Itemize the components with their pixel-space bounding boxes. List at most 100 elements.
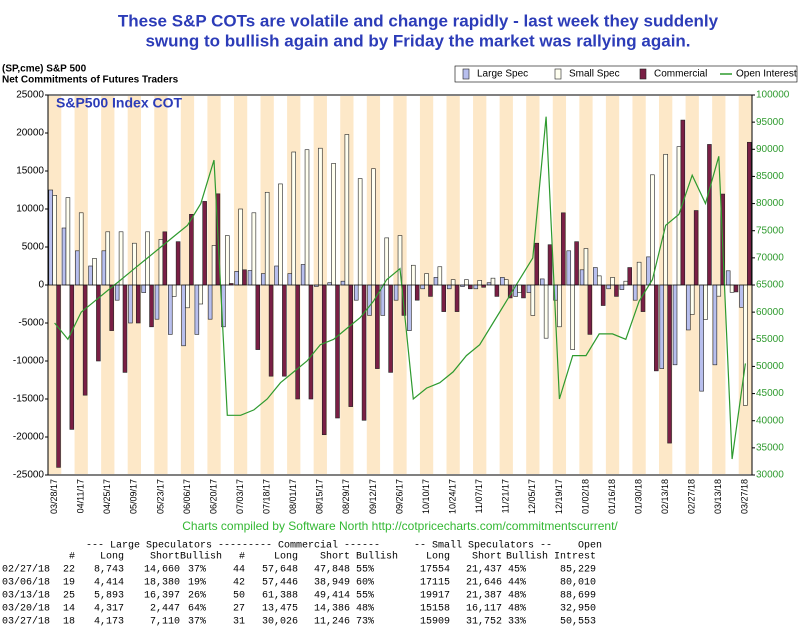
table-cell: 50,553: [560, 617, 596, 628]
bar: [56, 284, 61, 468]
table-column: Short: [320, 551, 350, 563]
table-cell: 19917: [420, 591, 450, 602]
table-cell: 27: [233, 604, 245, 615]
y2-tick-label: 70000: [756, 252, 784, 263]
y2-tick-label: 85000: [756, 171, 784, 182]
table-column: Bullish: [356, 551, 398, 563]
table-cell: 14: [63, 604, 75, 615]
x-tick-label: 03/27/18: [740, 479, 750, 514]
bar: [308, 284, 314, 400]
bar: [547, 244, 553, 286]
bar: [114, 284, 120, 301]
bar: [530, 284, 536, 316]
bar: [433, 277, 439, 286]
x-tick-label: 08/01/17: [288, 479, 298, 514]
table-cell: 14,386: [314, 604, 350, 615]
table-cell: 21,387: [466, 591, 502, 602]
table-cell: 50: [233, 591, 245, 602]
legend-label: Open Interest: [736, 69, 797, 80]
y-tick-label: 20000: [16, 128, 44, 139]
bar: [92, 258, 97, 286]
bar: [189, 214, 194, 286]
x-tick-label: 11/21/17: [501, 479, 511, 513]
table-cell: 21,646: [466, 578, 502, 589]
x-tick-label: 10/10/17: [421, 479, 431, 514]
bar: [729, 284, 735, 293]
table-cell: 15909: [420, 617, 450, 628]
bar: [441, 284, 447, 312]
table-column: Long: [274, 552, 298, 563]
bar: [468, 284, 473, 290]
y2-tick-label: 55000: [756, 334, 784, 345]
bar: [707, 144, 712, 286]
bar: [500, 277, 505, 286]
bar: [473, 284, 479, 290]
bar: [225, 235, 230, 286]
bar: [574, 241, 579, 286]
bar: [650, 174, 655, 286]
table-cell: 2,447: [150, 604, 180, 615]
bar: [659, 284, 665, 369]
bar: [454, 284, 460, 312]
bar: [202, 201, 207, 286]
bar: [725, 270, 731, 286]
table-cell: 30,026: [262, 617, 298, 628]
table-cell: 31,752: [466, 617, 502, 628]
bar: [340, 280, 346, 286]
x-tick-label: 07/03/17: [235, 479, 245, 514]
bar: [393, 284, 399, 301]
table-cell: 13,475: [262, 604, 298, 615]
table-column: Bullish: [180, 551, 222, 563]
bar: [65, 197, 71, 286]
table-cell: 33%: [508, 617, 526, 628]
table-cell: 42: [233, 578, 245, 589]
bar: [75, 250, 80, 286]
bar: [52, 195, 57, 286]
y2-tick-label: 90000: [756, 144, 784, 155]
table-cell: 25: [63, 591, 75, 602]
bar: [486, 282, 492, 286]
bar: [654, 284, 659, 372]
x-tick-label: 08/15/17: [315, 479, 325, 514]
table-cell: 88,699: [560, 591, 596, 602]
table-cell: 15158: [420, 604, 450, 615]
y-tick-label: 5000: [22, 242, 45, 253]
bar: [561, 212, 566, 286]
table-cell: 21,437: [466, 565, 502, 576]
table-cell: 5,893: [94, 591, 124, 602]
x-tick-label: 02/27/18: [687, 479, 697, 514]
bar: [636, 261, 642, 286]
y-tick-label: 15000: [16, 166, 44, 177]
x-tick-label: 03/13/18: [713, 479, 723, 514]
y2-tick-label: 30000: [756, 470, 784, 481]
y-tick-label: -15000: [13, 394, 45, 405]
bar: [327, 282, 332, 286]
bar: [587, 284, 593, 335]
bar: [733, 284, 739, 293]
table-cell: 4,414: [94, 578, 124, 589]
table-cell: 57,446: [262, 578, 298, 589]
table-cell: 17554: [420, 565, 450, 576]
bar: [619, 284, 625, 290]
table-cell: 38,949: [314, 578, 350, 589]
x-tick-label: 05/23/17: [155, 479, 165, 514]
bar: [566, 250, 572, 286]
chart-subtitle: Net Commitments of Futures Traders: [2, 75, 179, 86]
bar: [175, 241, 181, 286]
table-cell: 49,414: [314, 591, 350, 602]
bar: [261, 273, 266, 286]
bar: [481, 284, 486, 288]
y2-tick-label: 45000: [756, 388, 784, 399]
bar: [539, 278, 545, 286]
bar: [238, 208, 243, 286]
table-cell: 26%: [188, 591, 206, 602]
chart-title: (SP,cme) S&P 500: [2, 64, 87, 75]
table-cell: 4,317: [94, 604, 124, 615]
bar: [747, 141, 752, 286]
x-tick-label: 03/28/17: [49, 479, 59, 514]
y2-tick-label: 40000: [756, 415, 784, 426]
x-tick-label: 01/16/18: [607, 479, 617, 514]
table-cell: 8,743: [94, 565, 124, 576]
bar: [141, 284, 146, 293]
bar: [420, 284, 425, 290]
